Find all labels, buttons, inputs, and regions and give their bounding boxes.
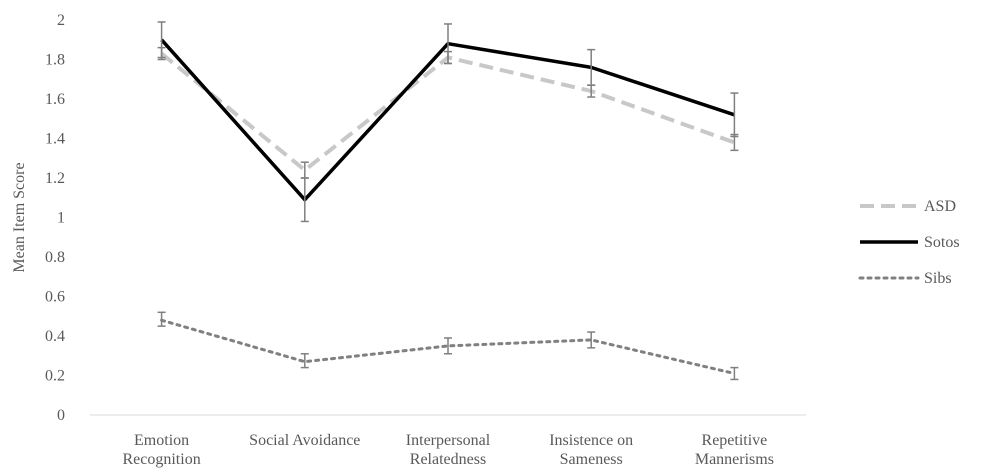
y-tick-label: 1.6	[45, 91, 65, 108]
y-tick-label: 2	[57, 12, 65, 29]
error-bar-sibs	[587, 331, 596, 349]
x-tick-label: Social Avoidance	[249, 432, 360, 449]
y-tick-label: 0	[57, 407, 65, 424]
series-lines	[160, 38, 736, 375]
y-axis-title-group: Mean Item Score	[11, 162, 28, 272]
y-tick-label: 1.8	[45, 52, 65, 69]
x-tick-label: Relatedness	[410, 451, 486, 468]
series-line-asd	[160, 52, 736, 173]
x-tick-label: Interpersonal	[406, 432, 491, 449]
error-bar-sotos	[157, 21, 166, 59]
x-tick-label: Repetitive	[702, 432, 768, 449]
error-bar-asd	[300, 161, 309, 179]
error-bar-sotos	[587, 48, 596, 86]
y-axis-title: Mean Item Score	[11, 162, 28, 272]
y-tick-labels: 0 0.2 0.4 0.6 0.8 1 1.2 1.4 1.6 1.8 2	[45, 12, 65, 424]
legend-item-sotos: Sotos	[860, 234, 960, 251]
y-tick-label: 0.6	[45, 289, 65, 306]
error-bar-sibs	[444, 337, 452, 355]
series-line-sibs	[160, 318, 736, 375]
legend-label-sotos: Sotos	[924, 234, 960, 251]
x-tick-label: Emotion	[134, 432, 189, 449]
error-bar-sibs	[730, 366, 739, 381]
x-tick-label: Recognition	[122, 451, 200, 468]
legend-label-sibs: Sibs	[924, 270, 952, 287]
error-bar-sotos	[444, 23, 452, 65]
y-tick-label: 0.4	[45, 328, 65, 345]
error-bar-sotos	[300, 177, 309, 223]
x-tick-label: Mannerisms	[695, 451, 774, 468]
legend-label-asd: ASD	[924, 198, 956, 215]
legend-item-sibs: Sibs	[858, 270, 952, 287]
error-bar-sibs	[300, 353, 309, 369]
y-tick-label: 0.8	[45, 249, 65, 266]
y-tick-label: 1	[57, 210, 65, 227]
x-tick-label: Insistence on	[549, 432, 633, 449]
error-bar-sibs	[157, 311, 166, 327]
y-tick-label: 1.4	[45, 131, 65, 148]
x-tick-labels: Emotion Recognition Social Avoidance Interp…	[122, 432, 773, 468]
error-bar-sotos	[730, 92, 739, 138]
legend: ASD Sotos Sibs	[858, 198, 960, 287]
x-tick-label: Sameness	[560, 451, 623, 468]
error-bars	[157, 21, 739, 381]
y-tick-label: 0.2	[45, 368, 65, 385]
y-tick-label: 1.2	[45, 170, 65, 187]
legend-item-asd: ASD	[860, 198, 956, 215]
